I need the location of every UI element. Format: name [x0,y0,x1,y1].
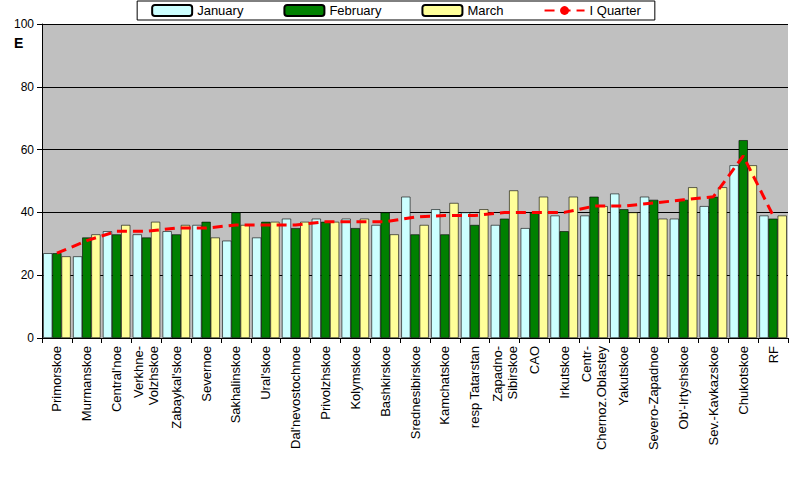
svg-text:Yakutskoe: Yakutskoe [616,346,631,406]
svg-text:March: March [467,3,503,18]
svg-text:Kamchatskoe: Kamchatskoe [437,346,452,425]
svg-text:Bashkirskoe: Bashkirskoe [378,346,393,417]
svg-text:Central'noe: Central'noe [109,346,124,412]
svg-text:Centr-: Centr- [579,346,594,382]
svg-text:Chernoz.Oblastey: Chernoz.Oblastey [594,346,609,451]
svg-text:Severnoe: Severnoe [199,346,214,402]
svg-text:40: 40 [21,205,35,219]
svg-text:Zapadno-: Zapadno- [490,346,505,402]
svg-text:0: 0 [27,331,34,345]
svg-text:Murmanskoe: Murmanskoe [79,346,94,421]
svg-text:Severo-Zapadnoe: Severo-Zapadnoe [646,346,661,450]
svg-text:RF: RF [766,346,781,363]
svg-text:Sev.-Kavkazskoe: Sev.-Kavkazskoe [706,346,721,445]
svg-text:Ural'skoe: Ural'skoe [258,346,273,400]
svg-text:Ob'-Irtyshskoe: Ob'-Irtyshskoe [676,346,691,429]
svg-text:CAO: CAO [527,346,542,374]
svg-text:January: January [197,3,244,18]
svg-text:resp Tatarstan: resp Tatarstan [467,346,482,428]
svg-text:Volzhskoe: Volzhskoe [146,346,161,405]
svg-text:60: 60 [21,143,35,157]
svg-text:Irkutskoe: Irkutskoe [557,346,572,399]
svg-text:Sakhalinskoe: Sakhalinskoe [228,346,243,423]
svg-text:Zabaykal'skoe: Zabaykal'skoe [169,346,184,429]
svg-text:Primorskoe: Primorskoe [49,346,64,412]
svg-text:Srednesibirskoe: Srednesibirskoe [408,346,423,439]
svg-text:Kolymskoe: Kolymskoe [348,346,363,410]
svg-text:February: February [329,3,382,18]
svg-text:Privolzhskoe: Privolzhskoe [318,346,333,420]
svg-text:Dal'nevostochnoe: Dal'nevostochnoe [288,346,303,449]
svg-text:Verkhne-: Verkhne- [131,346,146,398]
svg-text:Sibirskoe: Sibirskoe [505,346,520,399]
svg-text:100: 100 [14,17,34,31]
svg-text:80: 80 [21,80,35,94]
svg-text:E: E [14,35,23,51]
svg-text:20: 20 [21,268,35,282]
svg-text:I Quarter: I Quarter [590,3,642,18]
svg-text:Chukotskoe: Chukotskoe [736,346,751,415]
